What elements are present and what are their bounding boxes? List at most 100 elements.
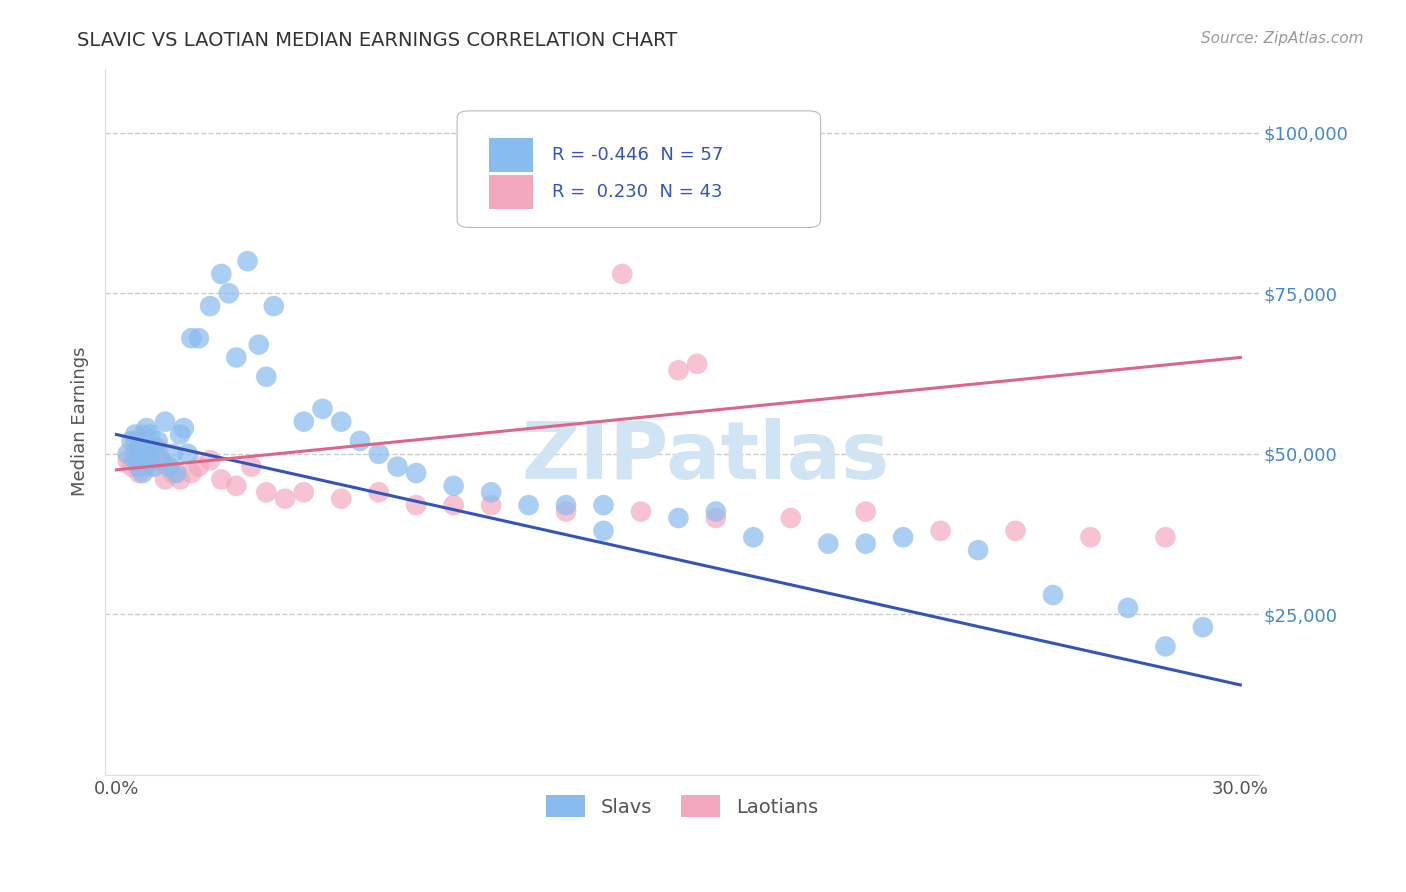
Point — [131, 466, 153, 480]
Point — [187, 459, 209, 474]
Point — [124, 434, 146, 448]
Point — [891, 530, 914, 544]
Point — [247, 337, 270, 351]
Point — [169, 427, 191, 442]
Point — [131, 427, 153, 442]
Point — [517, 498, 540, 512]
Text: R = -0.446  N = 57: R = -0.446 N = 57 — [551, 145, 723, 164]
Point — [1004, 524, 1026, 538]
Point — [367, 485, 389, 500]
Point — [128, 466, 150, 480]
Point — [349, 434, 371, 448]
Point — [274, 491, 297, 506]
Point — [630, 505, 652, 519]
Point — [173, 421, 195, 435]
Point — [142, 459, 165, 474]
Point — [153, 473, 176, 487]
Point — [330, 491, 353, 506]
Point — [929, 524, 952, 538]
Point — [187, 331, 209, 345]
Point — [1154, 640, 1177, 654]
Point — [180, 466, 202, 480]
Point — [817, 536, 839, 550]
Point — [153, 415, 176, 429]
Point — [135, 453, 157, 467]
Point — [176, 447, 198, 461]
Point — [668, 511, 690, 525]
Point — [124, 447, 146, 461]
Point — [162, 447, 184, 461]
Point — [225, 351, 247, 365]
Point — [1042, 588, 1064, 602]
Point — [263, 299, 285, 313]
Point — [367, 447, 389, 461]
Point — [131, 447, 153, 461]
Point — [1154, 530, 1177, 544]
Text: ZIPatlas: ZIPatlas — [522, 418, 890, 496]
Point — [555, 498, 578, 512]
Point — [686, 357, 709, 371]
Point — [135, 421, 157, 435]
Point — [225, 479, 247, 493]
Point — [146, 434, 169, 448]
Point — [124, 453, 146, 467]
Point — [135, 434, 157, 448]
Point — [139, 427, 162, 442]
Point — [117, 447, 139, 461]
Point — [139, 453, 162, 467]
Point — [855, 536, 877, 550]
Point — [169, 473, 191, 487]
Point — [254, 369, 277, 384]
FancyBboxPatch shape — [489, 175, 533, 209]
Point — [292, 485, 315, 500]
Point — [967, 543, 990, 558]
Point — [139, 459, 162, 474]
Point — [198, 453, 221, 467]
Point — [592, 498, 614, 512]
Point — [443, 498, 465, 512]
Point — [443, 479, 465, 493]
Point — [592, 524, 614, 538]
Point — [292, 415, 315, 429]
Point — [479, 498, 502, 512]
Point — [117, 453, 139, 467]
Point — [198, 299, 221, 313]
Point — [128, 459, 150, 474]
Text: SLAVIC VS LAOTIAN MEDIAN EARNINGS CORRELATION CHART: SLAVIC VS LAOTIAN MEDIAN EARNINGS CORREL… — [77, 31, 678, 50]
Point — [479, 485, 502, 500]
Point — [142, 447, 165, 461]
Point — [779, 511, 801, 525]
Point — [157, 459, 180, 474]
Point — [162, 466, 184, 480]
Point — [311, 401, 333, 416]
Point — [165, 466, 187, 480]
Point — [855, 505, 877, 519]
Y-axis label: Median Earnings: Median Earnings — [72, 347, 89, 497]
Point — [405, 466, 427, 480]
Point — [254, 485, 277, 500]
Point — [209, 473, 232, 487]
Text: Source: ZipAtlas.com: Source: ZipAtlas.com — [1201, 31, 1364, 46]
Point — [150, 453, 173, 467]
Point — [236, 254, 259, 268]
Point — [128, 441, 150, 455]
Point — [612, 267, 634, 281]
Point — [387, 459, 409, 474]
FancyBboxPatch shape — [457, 111, 821, 227]
Point — [124, 427, 146, 442]
Text: R =  0.230  N = 43: R = 0.230 N = 43 — [551, 183, 723, 201]
Point — [1116, 600, 1139, 615]
Point — [142, 441, 165, 455]
Point — [668, 363, 690, 377]
Point — [240, 459, 263, 474]
Point — [330, 415, 353, 429]
Point — [120, 434, 142, 448]
Point — [209, 267, 232, 281]
Point — [120, 459, 142, 474]
Point — [180, 331, 202, 345]
Point — [128, 441, 150, 455]
Point — [405, 498, 427, 512]
Legend: Slavs, Laotians: Slavs, Laotians — [538, 787, 825, 825]
Point — [135, 447, 157, 461]
FancyBboxPatch shape — [489, 137, 533, 171]
